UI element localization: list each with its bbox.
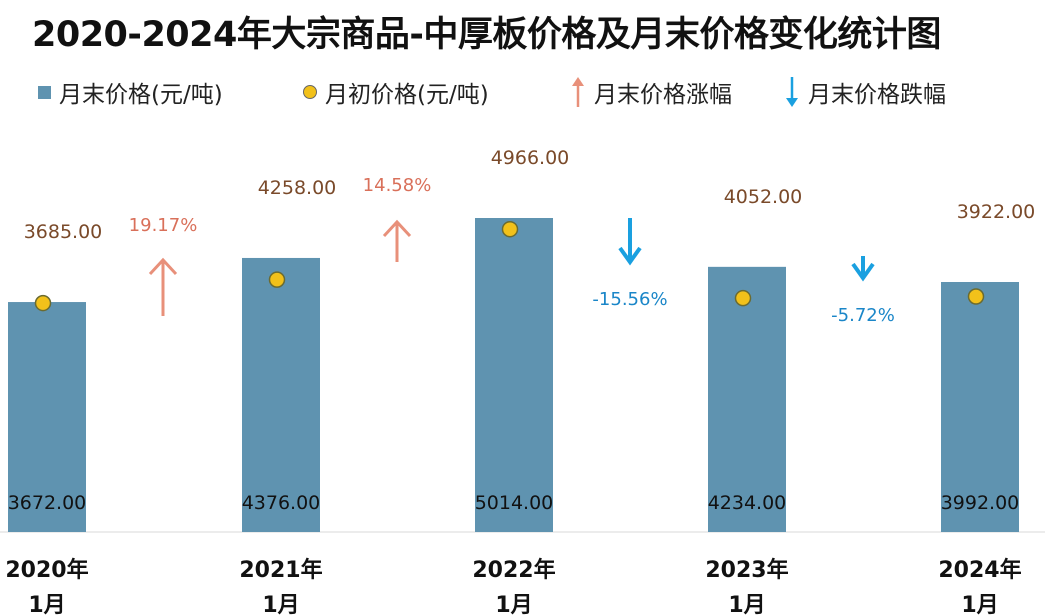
legend-label-fall: 月末价格跌幅 <box>808 82 946 108</box>
up-arrow-icon <box>572 77 584 107</box>
rise-arrow-head-1 <box>382 219 412 238</box>
legend-item-month-end: 月末价格(元/吨) <box>38 72 223 112</box>
fall-arrow-head-3 <box>851 262 875 282</box>
bar-month-end-0 <box>8 302 86 532</box>
dot-value-label-4: 3922.00 <box>957 201 1036 223</box>
legend-item-rise: 月末价格涨幅 <box>570 72 732 112</box>
dot-month-start-1 <box>268 271 286 288</box>
rise-percent-label-1: 14.58% <box>363 175 432 196</box>
bar-value-label-2: 5014.00 <box>475 492 554 514</box>
bar-value-label-3: 4234.00 <box>708 492 787 514</box>
dot-value-label-2: 4966.00 <box>491 147 570 169</box>
category-label-year-2: 2022年 <box>472 557 555 583</box>
chart-legend: 月末价格(元/吨) 月初价格(元/吨) 月末价格涨幅 月末价格跌幅 <box>0 72 1045 112</box>
rise-percent-label-0: 19.17% <box>129 215 198 236</box>
dot-value-label-1: 4258.00 <box>258 177 337 199</box>
legend-label-month-start: 月初价格(元/吨) <box>325 82 489 108</box>
bar-month-end-1 <box>242 257 320 532</box>
dot-month-start-2 <box>501 220 519 238</box>
fall-percent-label-2: -15.56% <box>592 289 667 310</box>
bar-month-end-4 <box>941 282 1019 532</box>
category-label-year-4: 2024年 <box>938 557 1021 583</box>
rise-arrow-head-0 <box>148 257 178 276</box>
legend-item-month-start: 月初价格(元/吨) <box>303 72 489 112</box>
legend-swatch-month-start <box>303 85 317 99</box>
bar-value-label-4: 3992.00 <box>941 492 1020 514</box>
fall-arrow-head-2 <box>618 246 642 266</box>
dot-month-start-3 <box>734 289 752 307</box>
bar-month-end-2 <box>475 218 553 532</box>
category-label-month-4: 1月 <box>961 593 998 616</box>
category-label-month-1: 1月 <box>262 593 299 616</box>
category-label-month-2: 1月 <box>495 593 532 616</box>
legend-label-rise: 月末价格涨幅 <box>594 82 732 108</box>
dot-value-label-3: 4052.00 <box>724 186 803 208</box>
bar-month-end-3 <box>708 266 786 532</box>
legend-item-fall: 月末价格跌幅 <box>784 72 946 112</box>
dot-value-label-0: 3685.00 <box>24 221 103 243</box>
category-label-year-0: 2020年 <box>5 557 88 583</box>
category-label-month-0: 1月 <box>28 593 65 616</box>
down-arrow-icon <box>786 77 798 107</box>
dot-month-start-4 <box>967 288 985 305</box>
category-label-year-1: 2021年 <box>239 557 322 583</box>
bar-value-label-0: 3672.00 <box>8 492 87 514</box>
dot-month-start-0 <box>34 294 52 312</box>
fall-percent-label-3: -5.72% <box>831 305 895 326</box>
chart-title: 2020-2024年大宗商品-中厚板价格及月末价格变化统计图 <box>32 15 941 55</box>
legend-swatch-month-end <box>38 85 51 99</box>
bar-value-label-1: 4376.00 <box>242 492 321 514</box>
legend-label-month-end: 月末价格(元/吨) <box>59 82 223 108</box>
category-label-year-3: 2023年 <box>705 557 788 583</box>
category-label-month-3: 1月 <box>728 593 765 616</box>
